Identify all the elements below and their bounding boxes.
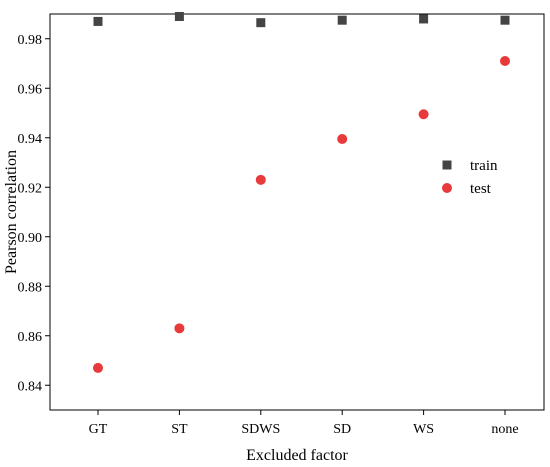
y-tick-label: 0.92 (18, 181, 43, 196)
legend-label-test: test (470, 181, 492, 197)
train-point-none (500, 15, 510, 25)
x-axis-label: Excluded factor (246, 447, 348, 464)
x-tick-label: SD (333, 422, 351, 437)
plot-axes (49, 13, 545, 411)
x-axis-ticks: GT ST SDWS SD WS none (89, 410, 519, 437)
x-tick-label: none (491, 422, 518, 437)
y-tick-label: 0.90 (18, 231, 43, 246)
y-axis-ticks: 0.84 0.86 0.88 0.90 0.92 0.94 0.96 0.98 (18, 33, 50, 394)
train-point-ws (419, 14, 429, 24)
y-tick-label: 0.86 (18, 330, 43, 345)
test-point-sdws (255, 174, 266, 185)
test-point-ws (418, 109, 429, 120)
test-point-st (174, 323, 185, 334)
x-tick-label: SDWS (241, 422, 280, 437)
legend: train test (442, 158, 498, 197)
legend-label-train: train (470, 158, 498, 174)
x-tick-label: WS (413, 422, 434, 437)
plot-frame (49, 13, 545, 411)
y-tick-label: 0.88 (18, 280, 43, 295)
test-point-none (500, 56, 510, 67)
train-point-gt (93, 16, 103, 26)
test-point-gt (93, 362, 103, 373)
train-point-st (174, 11, 184, 21)
y-axis-label: Pearson correlation (3, 150, 20, 274)
legend-marker-train (442, 160, 452, 170)
x-tick-label: ST (171, 422, 188, 437)
y-tick-label: 0.94 (18, 132, 43, 147)
train-point-sd (337, 15, 347, 25)
train-point-sdws (256, 18, 266, 28)
test-point-sd (337, 133, 348, 144)
y-tick-label: 0.96 (18, 82, 43, 97)
legend-marker-test (442, 183, 452, 193)
data-points (93, 11, 510, 373)
y-tick-label: 0.84 (18, 379, 43, 394)
y-tick-label: 0.98 (18, 33, 43, 48)
x-tick-label: GT (89, 422, 108, 437)
